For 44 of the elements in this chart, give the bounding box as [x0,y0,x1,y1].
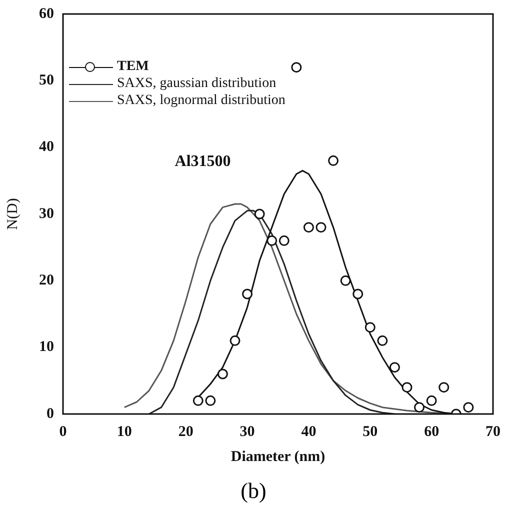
point [205,395,216,406]
point [254,208,265,220]
legend-label: SAXS, gaussian distribution [117,76,276,92]
point [340,275,351,286]
point [377,335,388,346]
point [242,288,253,300]
y-tick-label: 10 [39,339,54,356]
x-tick-label: 10 [116,424,132,440]
point [278,235,290,246]
point [316,222,326,233]
point [402,382,412,393]
annotation: Al31500 [174,153,231,170]
x-tick-label: 0 [59,424,67,440]
point [438,382,450,393]
point [414,402,425,413]
x-tick-label: 50 [362,424,378,440]
point [364,322,376,333]
y-tick-label: 30 [39,206,54,222]
text: (b) [240,478,268,504]
legend-label: SAXS, lognormal distribution [117,92,286,108]
y-tick-label: 20 [39,272,54,289]
point [303,222,314,233]
point [426,395,437,406]
x-tick-label: 20 [178,424,194,440]
x-axis-title: Diameter (nm) [230,448,326,465]
x-tick-label: 60 [424,424,440,440]
legend-label: TEM [117,58,149,74]
point [266,235,278,246]
point [230,335,240,346]
y-tick-label: 40 [39,139,54,156]
y-tick-label: 0 [46,406,54,422]
y-axis-title: N(D) [4,198,21,230]
x-tick-label: 30 [240,424,255,440]
x-tick-label: 40 [301,424,316,440]
point [389,362,400,373]
y-tick-label: 50 [39,72,54,89]
y-tick-label: 60 [39,6,54,22]
point [291,62,302,73]
point [463,402,474,413]
point [352,288,364,300]
point [192,395,204,406]
point [328,155,339,166]
x-tick-label: 70 [486,424,500,440]
point [217,368,228,380]
